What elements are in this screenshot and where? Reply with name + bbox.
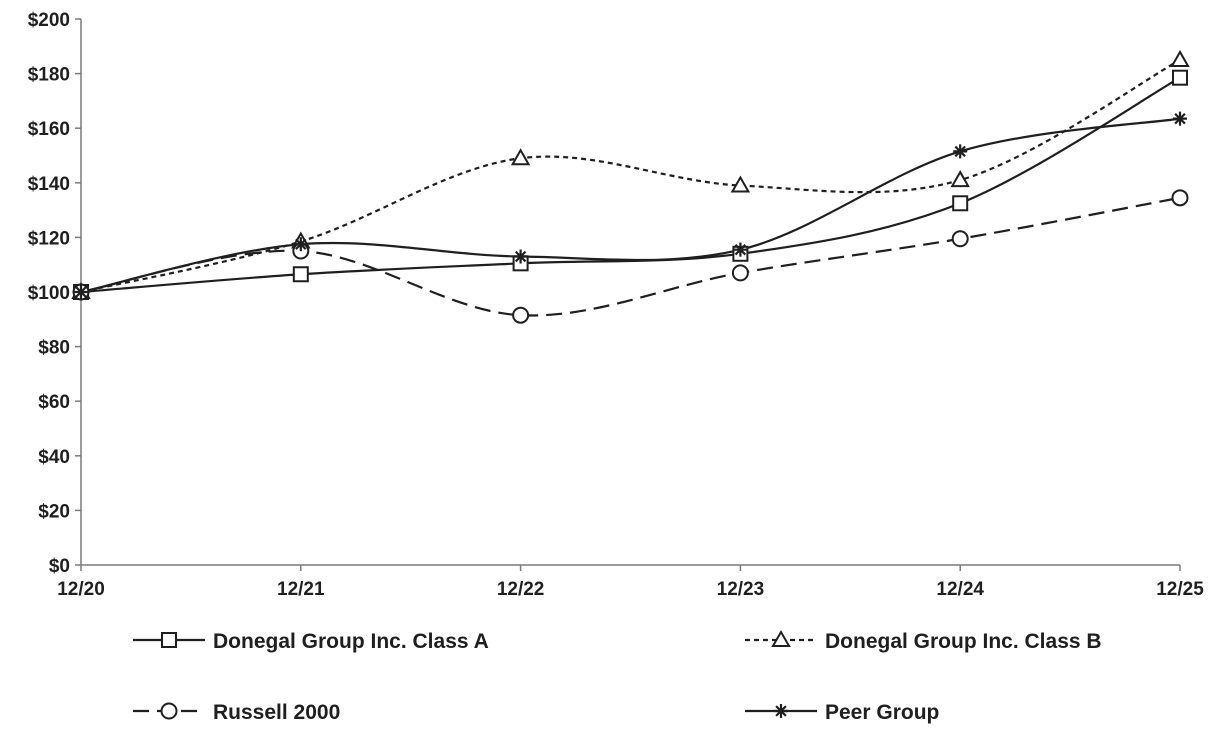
y-axis: $0 $20 $40 $60 $80 $100 $120 $140 $160 $180 $200 bbox=[28, 10, 82, 577]
data-point-peer-group bbox=[1173, 111, 1187, 126]
legend-marker bbox=[771, 629, 791, 647]
legend-item-peer-group: Peer Group bbox=[745, 701, 939, 724]
data-point-donegal-group-inc-class-b bbox=[730, 175, 751, 193]
series-line-russell-2000 bbox=[80, 196, 1181, 317]
y-tick-label: $100 bbox=[28, 283, 70, 304]
data-point-russell-2000 bbox=[731, 264, 749, 282]
data-point-donegal-group-inc-class-a bbox=[292, 266, 309, 283]
x-tick-label: 12/24 bbox=[936, 579, 984, 600]
series-lines bbox=[80, 58, 1181, 317]
y-tick-label: $200 bbox=[28, 10, 70, 31]
series-markers bbox=[71, 49, 1190, 324]
legend-marker bbox=[160, 702, 178, 720]
x-tick-label: 12/25 bbox=[1156, 579, 1204, 600]
legend-item-russell-2000: Russell 2000 bbox=[133, 701, 340, 724]
y-tick-label: $180 bbox=[28, 65, 70, 86]
data-point-donegal-group-inc-class-a bbox=[1172, 69, 1188, 86]
y-tick-label: $120 bbox=[28, 228, 70, 249]
x-axis: 12/20 12/21 12/22 12/23 12/24 12/25 bbox=[57, 564, 1204, 600]
y-tick-label: $160 bbox=[28, 119, 70, 140]
series-line-donegal-group-inc-class-b bbox=[80, 58, 1181, 294]
x-tick-label: 12/23 bbox=[717, 579, 765, 600]
y-tick-label: $0 bbox=[49, 556, 70, 577]
legend-label: Donegal Group Inc. Class B bbox=[825, 630, 1102, 653]
data-point-donegal-group-inc-class-b bbox=[950, 170, 970, 188]
x-tick-label: 12/22 bbox=[497, 579, 545, 600]
y-tick-label: $40 bbox=[38, 447, 70, 468]
data-point-peer-group bbox=[733, 242, 748, 257]
legend-marker bbox=[774, 704, 788, 718]
legend-item-donegal-group-inc-class-b: Donegal Group Inc. Class B bbox=[745, 629, 1102, 653]
y-tick-label: $140 bbox=[28, 174, 70, 195]
y-tick-label: $20 bbox=[38, 501, 70, 522]
y-tick-label: $80 bbox=[38, 338, 70, 359]
data-point-russell-2000 bbox=[512, 306, 530, 324]
data-point-peer-group bbox=[513, 249, 528, 264]
series-line-peer-group bbox=[80, 117, 1181, 294]
x-tick-label: 12/21 bbox=[277, 579, 325, 600]
data-point-peer-group bbox=[74, 285, 88, 299]
legend: Donegal Group Inc. Class A Donegal Group … bbox=[133, 629, 1102, 724]
x-tick-label: 12/20 bbox=[57, 579, 105, 600]
data-point-donegal-group-inc-class-a bbox=[952, 195, 969, 212]
data-point-donegal-group-inc-class-b bbox=[510, 148, 531, 166]
legend-label: Peer Group bbox=[825, 701, 939, 724]
legend-label: Donegal Group Inc. Class A bbox=[213, 630, 489, 653]
data-point-donegal-group-inc-class-b bbox=[1170, 49, 1190, 67]
legend-label: Russell 2000 bbox=[213, 701, 340, 724]
data-point-peer-group bbox=[293, 237, 308, 252]
legend-item-donegal-group-inc-class-a: Donegal Group Inc. Class A bbox=[133, 630, 489, 653]
y-tick-label: $60 bbox=[38, 392, 70, 413]
data-point-peer-group bbox=[953, 144, 968, 159]
data-point-russell-2000 bbox=[951, 230, 969, 248]
legend-marker bbox=[161, 632, 177, 648]
data-point-russell-2000 bbox=[1171, 189, 1189, 207]
